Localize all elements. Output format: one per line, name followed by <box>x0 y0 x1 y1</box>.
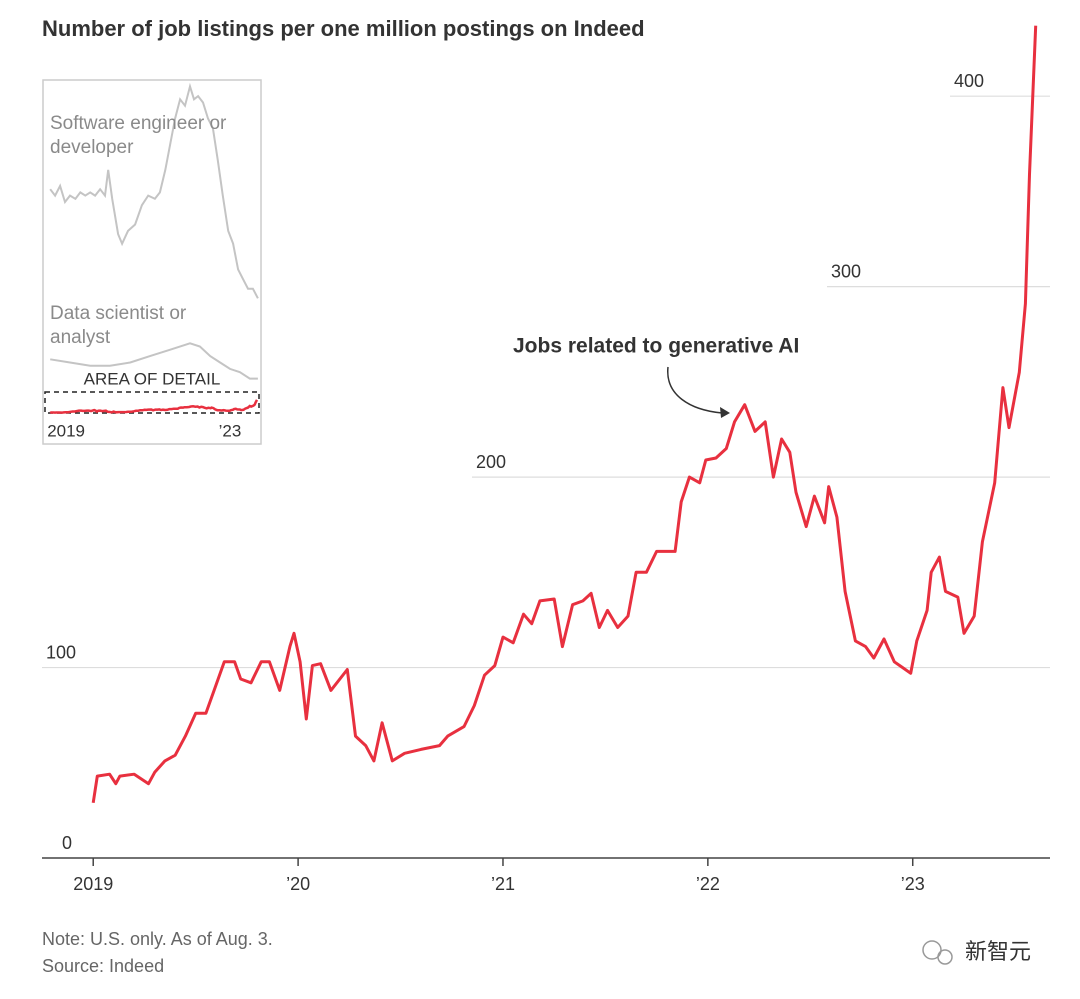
inset-x-tick-label: 2019 <box>47 421 85 440</box>
y-tick-label: 400 <box>954 71 984 91</box>
watermark: 新智元 <box>965 939 1031 964</box>
source: Source: Indeed <box>42 956 165 976</box>
annotation: Jobs related to generative AI <box>513 335 799 358</box>
inset-x-tick-label: ’23 <box>219 421 242 440</box>
x-tick-label: ’22 <box>696 874 720 894</box>
x-tick-label: 2019 <box>73 874 113 894</box>
inset-line <box>49 82 259 299</box>
note: Note: U.S. only. As of Aug. 3. <box>42 929 273 949</box>
annotation-arrow <box>667 366 723 414</box>
series-label: Data scientist or analyst <box>50 303 187 348</box>
x-tick-label: ’20 <box>286 874 310 894</box>
watermark-icon <box>922 940 953 965</box>
detail-box <box>44 391 260 414</box>
y-tick-label: 200 <box>476 452 506 472</box>
y-tick-label: 100 <box>46 642 76 662</box>
detail-label: AREA OF DETAIL <box>84 369 221 388</box>
y-tick-label: 300 <box>831 261 861 281</box>
chart-title: Number of job listings per one million p… <box>42 16 645 41</box>
y-tick-label: 0 <box>62 833 72 853</box>
inset-line <box>50 342 258 380</box>
arrow-head <box>720 407 730 418</box>
series-label: Software engineer or developer <box>50 113 227 158</box>
inset-frame <box>42 79 262 445</box>
inset-detail-line <box>49 399 259 415</box>
line <box>91 25 1038 804</box>
x-tick-label: ’21 <box>491 874 515 894</box>
x-tick-label: ’23 <box>901 874 925 894</box>
